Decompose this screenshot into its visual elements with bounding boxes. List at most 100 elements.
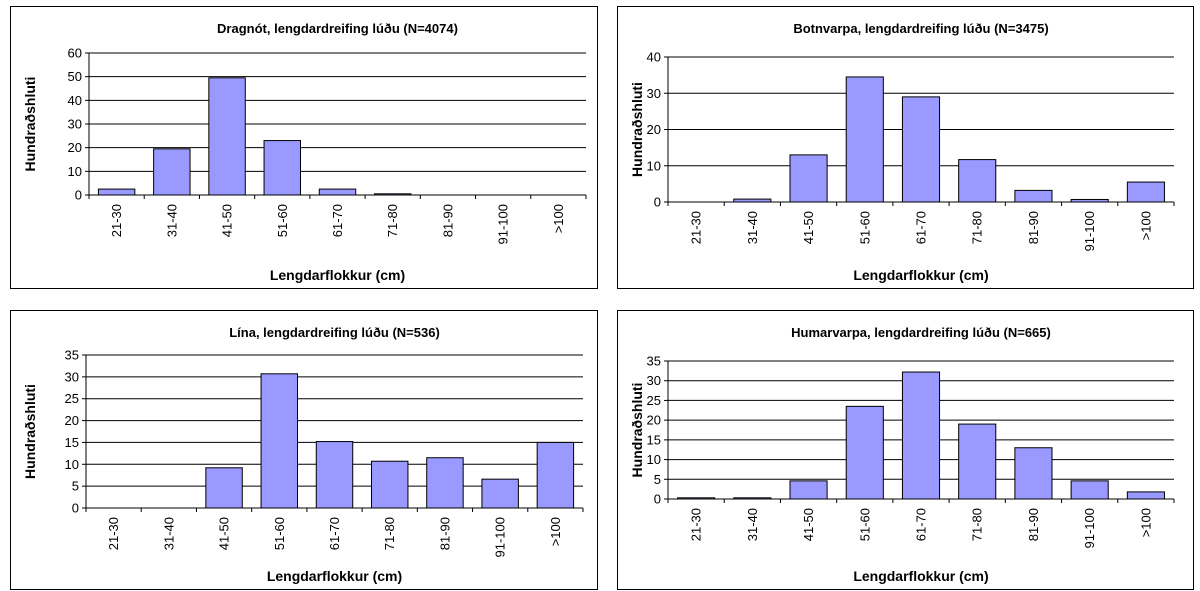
- x-tick-label: 81-90: [1026, 508, 1041, 541]
- x-axis-title: Lengdarflokkur (cm): [270, 267, 405, 283]
- y-tick-label: 30: [647, 86, 661, 101]
- y-tick-label: 30: [68, 117, 82, 132]
- x-tick-label: 31-40: [745, 508, 760, 541]
- y-tick-label: 5: [654, 472, 661, 487]
- y-axis-title: Hundraðshluti: [22, 384, 38, 479]
- x-tick-label: 91-100: [493, 517, 508, 557]
- chart-dragnot: Dragnót, lengdardreifing lúðu (N=4074) 0 1…: [22, 21, 587, 283]
- bar-41-50: [789, 154, 828, 203]
- bar-31-40: [153, 148, 191, 196]
- y-axis-title: Hundraðshluti: [22, 77, 38, 172]
- bar-41-50: [205, 467, 243, 509]
- x-axis-title: Lengdarflokkur (cm): [267, 568, 402, 584]
- y-tick-label: 0: [654, 195, 661, 210]
- x-tick-label: 91-100: [496, 204, 511, 244]
- x-tick-label: 91-100: [1082, 211, 1097, 251]
- x-tick-label: 81-90: [437, 517, 452, 550]
- y-tick-label: 20: [68, 140, 82, 155]
- y-tick-label: 10: [65, 457, 79, 472]
- x-tick-label: 51-60: [857, 211, 872, 244]
- x-tick-label: 21-30: [109, 204, 124, 237]
- x-tick-label: 21-30: [689, 508, 704, 541]
- chart-humarvarpa: Humarvarpa, lengdardreifing lúðu (N=665)…: [629, 325, 1175, 584]
- bar-81-90: [1014, 447, 1053, 500]
- bar-21-30: [97, 188, 136, 196]
- x-tick-label: 51-60: [275, 204, 290, 237]
- chart-lina: Lína, lengdardreifing lúðu (N=536) 0 5 10 15…: [22, 325, 584, 584]
- chart-panel-humarvarpa: Humarvarpa, lengdardreifing lúðu (N=665)…: [617, 310, 1194, 590]
- bar-51-60: [263, 140, 302, 196]
- x-tick-label: 71-80: [970, 211, 985, 244]
- x-tick-label: 31-40: [745, 211, 760, 244]
- chart-title: Humarvarpa, lengdardreifing lúðu (N=665): [791, 325, 1051, 340]
- y-tick-label: 0: [72, 501, 79, 516]
- bar->100: [1126, 181, 1165, 203]
- bar->100: [1126, 491, 1165, 500]
- y-axis-title: Hundraðshluti: [629, 82, 645, 177]
- x-tick-label: 71-80: [382, 517, 397, 550]
- bar-61-70: [318, 188, 357, 196]
- x-tick-label: 71-80: [385, 204, 400, 237]
- bar-61-70: [901, 371, 941, 500]
- y-tick-label: 50: [68, 69, 82, 84]
- x-tick-label: 61-70: [914, 211, 929, 244]
- bar-81-90: [426, 457, 464, 509]
- x-tick-label: 71-80: [970, 508, 985, 541]
- x-tick-label: 41-50: [801, 508, 816, 541]
- bar-61-70: [901, 96, 941, 203]
- x-tick-label: >100: [548, 517, 563, 546]
- x-axis-title: Lengdarflokkur (cm): [853, 568, 988, 584]
- x-tick-label: >100: [1138, 508, 1153, 537]
- chart-panel-dragnot: Dragnót, lengdardreifing lúðu (N=4074) 0 1…: [10, 6, 598, 289]
- bar->100: [536, 441, 575, 509]
- bar-81-90: [1014, 189, 1053, 203]
- y-tick-label: 25: [65, 391, 79, 406]
- chart-title: Dragnót, lengdardreifing lúðu (N=4074): [217, 21, 458, 36]
- x-tick-label: 41-50: [220, 204, 235, 237]
- y-tick-label: 5: [72, 479, 79, 494]
- x-tick-label: 41-50: [217, 517, 232, 550]
- bar-61-70: [315, 441, 354, 509]
- y-tick-label: 40: [647, 50, 661, 65]
- bar-91-100: [481, 478, 519, 509]
- x-tick-label: 51-60: [857, 508, 872, 541]
- x-axis-title: Lengdarflokkur (cm): [853, 267, 988, 283]
- y-tick-label: 30: [647, 373, 661, 388]
- y-tick-label: 15: [65, 435, 79, 450]
- y-axis-title: Hundraðshluti: [629, 383, 645, 478]
- bar-51-60: [845, 405, 884, 500]
- bar-71-80: [958, 159, 997, 203]
- bar-41-50: [789, 480, 828, 500]
- y-tick-label: 10: [647, 158, 661, 173]
- y-tick-label: 60: [68, 46, 82, 61]
- y-tick-label: 10: [68, 164, 82, 179]
- chart-botnvarpa: Botnvarpa, lengdardreifing lúðu (N=3475)…: [629, 21, 1175, 283]
- chart-panel-lina: Lína, lengdardreifing lúðu (N=536) 0 5 10 15…: [10, 310, 598, 590]
- bar-71-80: [958, 423, 997, 500]
- y-tick-label: 40: [68, 93, 82, 108]
- chart-title: Lína, lengdardreifing lúðu (N=536): [229, 325, 440, 340]
- y-tick-label: 15: [647, 432, 661, 447]
- chart-title: Botnvarpa, lengdardreifing lúðu (N=3475): [793, 21, 1048, 36]
- x-tick-label: 31-40: [164, 204, 179, 237]
- y-tick-label: 25: [647, 393, 661, 408]
- x-tick-label: 41-50: [801, 211, 816, 244]
- y-tick-label: 30: [65, 369, 79, 384]
- x-tick-label: 61-70: [914, 508, 929, 541]
- x-tick-label: 61-70: [327, 517, 342, 550]
- x-tick-label: 91-100: [1082, 508, 1097, 548]
- y-tick-label: 20: [65, 413, 79, 428]
- y-tick-label: 20: [647, 413, 661, 428]
- x-tick-label: 51-60: [272, 517, 287, 550]
- y-tick-label: 35: [647, 354, 661, 369]
- x-tick-label: >100: [1138, 211, 1153, 240]
- bar-51-60: [845, 76, 884, 203]
- x-tick-label: 61-70: [330, 204, 345, 237]
- x-tick-label: >100: [551, 204, 566, 233]
- x-tick-label: 81-90: [440, 204, 455, 237]
- bar-71-80: [370, 460, 409, 509]
- y-tick-label: 20: [647, 122, 661, 137]
- bar-51-60: [260, 373, 299, 509]
- y-tick-label: 35: [65, 348, 79, 363]
- bar-91-100: [1070, 480, 1109, 500]
